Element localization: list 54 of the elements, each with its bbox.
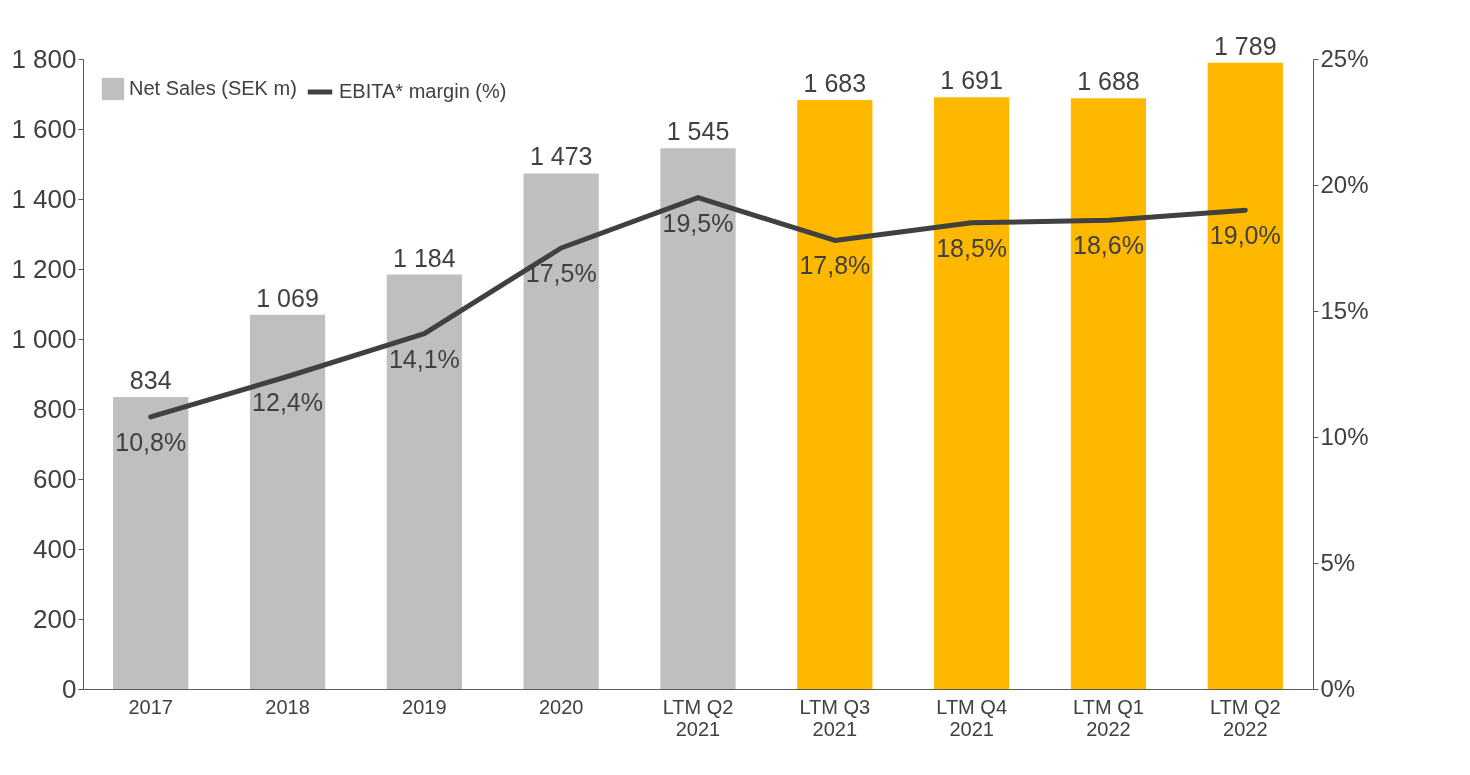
bar [1070, 98, 1147, 689]
y-tick-label: 1 400 [11, 183, 77, 214]
data-label: 17,8% [799, 251, 871, 280]
legend-label: Net Sales (SEK m) [129, 77, 297, 99]
y-tick-label: 800 [33, 393, 77, 424]
bar [934, 97, 1010, 689]
data-label: 1 473 [529, 142, 593, 171]
y2-tick-label: 25% [1320, 44, 1369, 72]
bar [1207, 62, 1283, 689]
x-tick-label: 2017 [128, 695, 173, 718]
y-tick-label: 1 800 [11, 43, 77, 74]
y2-tick-label: 0% [1320, 674, 1356, 702]
data-label: 18,6% [1073, 231, 1144, 260]
data-label: 1 683 [803, 68, 867, 97]
y-tick-label: 1 000 [11, 323, 77, 354]
y-tick-label: 1 600 [11, 113, 77, 144]
x-tick-label: 2019 [402, 695, 447, 718]
x-tick-label: 2018 [265, 695, 310, 718]
x-tick-label: LTM Q1 2022 [1073, 695, 1144, 740]
y-tick-label: 600 [33, 463, 77, 494]
x-tick-label: LTM Q3 2021 [799, 695, 871, 740]
y2-tick-label: 5% [1320, 548, 1356, 576]
bar [386, 274, 462, 689]
y-tick-label: 200 [33, 603, 77, 634]
y2-tick-label: 10% [1320, 422, 1369, 450]
data-label: 834 [129, 366, 172, 395]
x-tick-label: LTM Q4 2021 [936, 695, 1008, 740]
bar [523, 173, 599, 689]
data-label: 1 184 [393, 243, 456, 272]
y2-tick-label: 20% [1320, 170, 1369, 198]
bar [660, 148, 736, 689]
bar [797, 99, 873, 689]
x-tick-label: 2020 [538, 695, 584, 718]
data-label: 1 069 [256, 283, 319, 312]
data-label: 1 545 [666, 117, 730, 146]
data-label: 1 789 [1213, 31, 1277, 60]
y-tick-label: 400 [33, 533, 77, 564]
data-label: 17,5% [525, 259, 597, 287]
data-label: 10,8% [115, 427, 187, 456]
legend-label: EBITA* margin (%) [339, 80, 507, 102]
data-label: 14,1% [388, 344, 460, 373]
data-label: 19,0% [1209, 221, 1281, 250]
bar [113, 397, 189, 689]
data-label: 18,5% [936, 233, 1008, 262]
data-label: 1 688 [1077, 67, 1140, 96]
y2-tick-label: 15% [1320, 296, 1369, 324]
data-label: 12,4% [252, 387, 323, 416]
data-label: 1 691 [940, 66, 1003, 95]
y-tick-label: 1 200 [11, 253, 77, 284]
x-tick-label: LTM Q2 2021 [662, 695, 734, 740]
x-tick-label: LTM Q2 2022 [1209, 695, 1281, 740]
bar [249, 314, 326, 689]
data-label: 19,5% [662, 208, 734, 237]
y-tick-label: 0 [62, 673, 77, 704]
